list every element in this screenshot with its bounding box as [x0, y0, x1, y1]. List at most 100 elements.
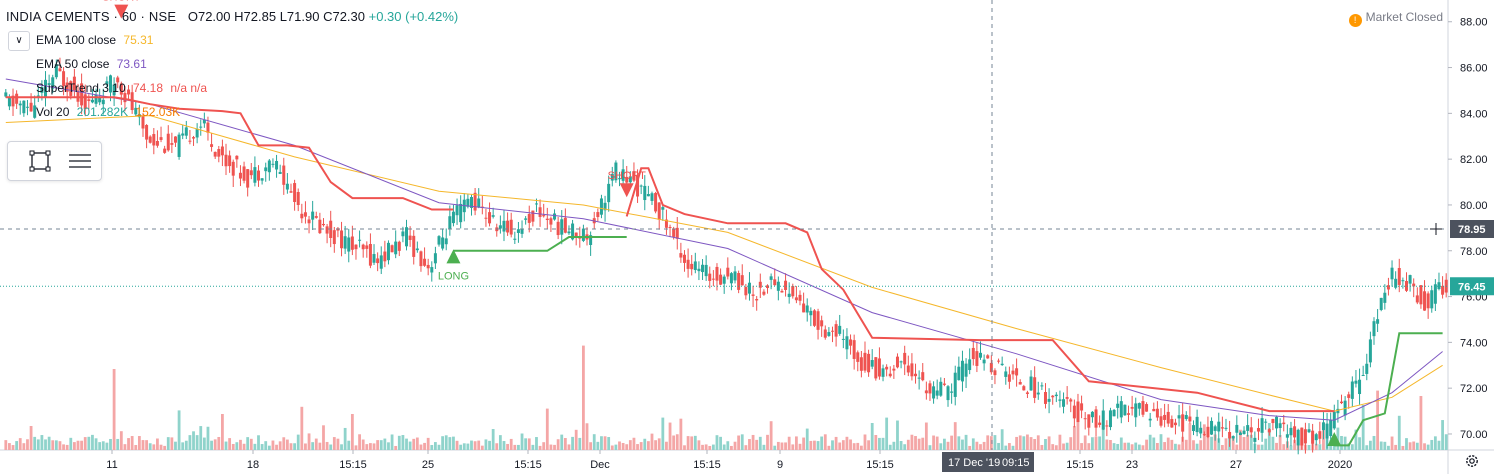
- candle-body: [394, 241, 398, 255]
- volume-bar: [625, 444, 629, 450]
- volume-bar: [275, 444, 278, 450]
- volume-bar: [592, 434, 596, 450]
- volume-bar: [1152, 437, 1156, 450]
- candle-body: [838, 325, 842, 334]
- candle-body: [1271, 418, 1275, 424]
- indicator-ema100[interactable]: EMA 100 close 75.31: [36, 33, 153, 47]
- candle-body: [1188, 416, 1192, 422]
- volume-bar: [874, 435, 878, 450]
- volume-bar: [1412, 441, 1416, 450]
- settings-gear-icon[interactable]: [1464, 453, 1480, 469]
- symbol-title[interactable]: INDIA CEMENTS · 60 · NSE: [6, 9, 177, 24]
- volume-bar: [769, 421, 773, 450]
- volume-bar: [910, 434, 914, 450]
- indicator-volume[interactable]: Vol 20 201.282K 152.03K: [36, 105, 180, 119]
- candle-body: [1249, 427, 1253, 433]
- volume-bar: [935, 436, 939, 450]
- candle-body: [581, 228, 585, 241]
- candle-body: [303, 212, 307, 217]
- candle-body: [415, 248, 419, 251]
- volume-bar: [596, 441, 600, 450]
- open-value: O72.00: [187, 9, 231, 24]
- volume-bar: [794, 436, 798, 450]
- candle-body: [1116, 403, 1120, 408]
- volume-bar: [94, 438, 98, 450]
- x-tick-label: 2020: [1328, 459, 1352, 471]
- volume-bar: [1314, 443, 1318, 450]
- candle-body: [51, 77, 55, 89]
- volume-bar: [116, 438, 120, 450]
- candle-body: [94, 94, 98, 104]
- candle-body: [213, 151, 217, 157]
- volume-bar: [849, 439, 852, 450]
- candle-body: [1264, 421, 1268, 423]
- x-tick-label: 11: [106, 459, 117, 471]
- crosshair-time-box: [942, 452, 1034, 472]
- candle-body: [430, 267, 434, 273]
- volume-bar: [307, 433, 311, 450]
- volume-bar: [1130, 444, 1134, 450]
- volume-bar: [1419, 396, 1423, 450]
- volume-bar: [470, 440, 473, 450]
- candle-body: [1394, 278, 1398, 288]
- candle-body: [62, 71, 66, 86]
- volume-bar: [993, 435, 997, 450]
- menu-lines-icon[interactable]: [66, 148, 94, 174]
- volume-bar: [1354, 429, 1358, 450]
- volume-bar: [1011, 445, 1015, 450]
- volume-bar: [610, 445, 614, 450]
- y-tick-label: 78.00: [1460, 246, 1488, 258]
- candle-body: [498, 225, 502, 229]
- volume-bar: [224, 441, 228, 450]
- candle-body: [18, 103, 22, 106]
- volume-bar: [322, 425, 325, 450]
- volume-bar: [213, 439, 217, 450]
- volume-bar: [408, 441, 412, 450]
- volume-bar: [62, 444, 65, 450]
- volume-bar: [1166, 437, 1170, 450]
- volume-bar: [127, 438, 130, 450]
- x-tick-label: 15:15: [1066, 459, 1094, 471]
- candle-body: [231, 161, 235, 176]
- volume-bar: [195, 435, 199, 450]
- candle-body: [599, 198, 603, 215]
- volume-bar: [473, 441, 477, 450]
- volume-bar: [1112, 443, 1116, 450]
- volume-bar: [1202, 424, 1206, 450]
- volume-bar: [91, 434, 94, 450]
- candle-body: [1300, 427, 1304, 446]
- candle-body: [25, 106, 29, 108]
- volume-bar: [1332, 445, 1336, 450]
- candle-body: [361, 244, 365, 250]
- candle-body: [942, 383, 946, 385]
- indicator-ema50[interactable]: EMA 50 close 73.61: [36, 57, 147, 71]
- volume-bar: [968, 445, 972, 450]
- candle-body: [747, 282, 751, 294]
- select-rectangle-icon[interactable]: [26, 148, 54, 174]
- volume-bar: [1264, 438, 1268, 450]
- candle-body: [1340, 401, 1344, 404]
- x-tick-label: 9: [777, 459, 783, 471]
- candle-body: [1361, 375, 1365, 377]
- volume-bar: [1069, 437, 1073, 450]
- volume-bar: [939, 443, 943, 450]
- collapse-chevron-icon[interactable]: ∨: [8, 31, 30, 51]
- indicator-supertrend[interactable]: SuperTrend 3 10 74.18 n/a n/a: [36, 81, 207, 95]
- volume-bar: [982, 441, 986, 450]
- candle-body: [343, 236, 347, 249]
- volume-bar: [1159, 434, 1163, 450]
- candle-body: [1108, 410, 1112, 428]
- y-tick-label: 82.00: [1460, 154, 1488, 166]
- volume-bar: [1181, 436, 1185, 450]
- volume-bar: [394, 445, 398, 450]
- volume-bar: [585, 423, 589, 450]
- volume-bar: [1433, 436, 1437, 450]
- volume-bar: [343, 427, 347, 450]
- candle-body: [849, 339, 853, 346]
- candle-body: [1289, 427, 1293, 436]
- candle-body: [1083, 418, 1087, 420]
- volume-bar: [730, 445, 733, 450]
- candle-body: [607, 183, 611, 203]
- candle-body: [845, 336, 849, 350]
